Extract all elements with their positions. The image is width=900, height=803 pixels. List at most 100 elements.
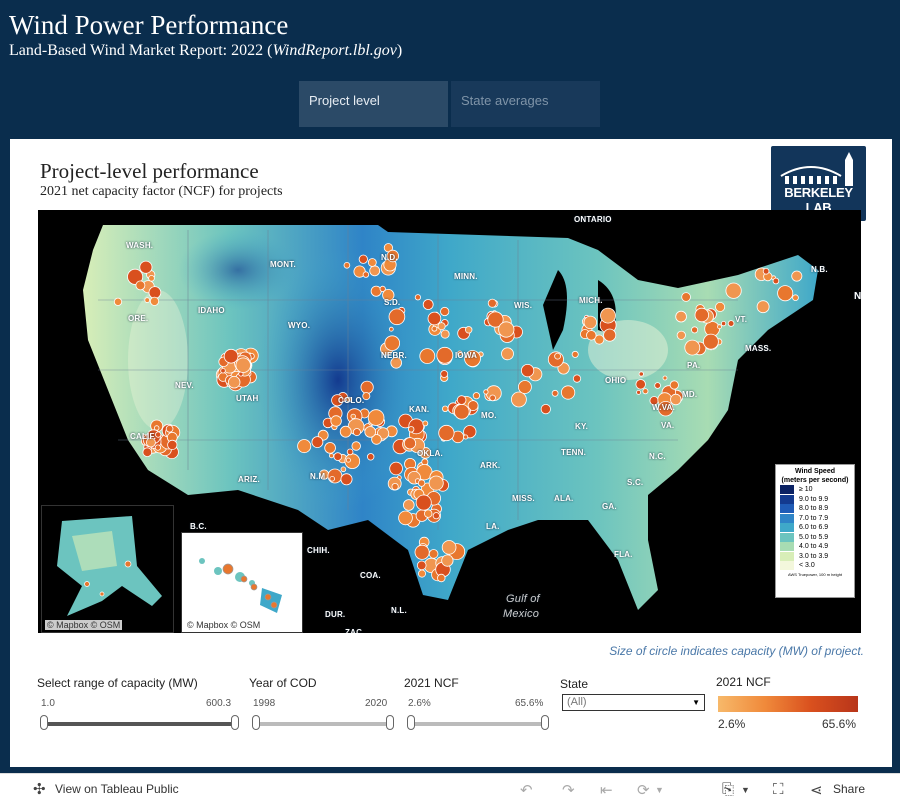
fullscreen-icon[interactable]: ⛶ xyxy=(773,781,784,798)
project-circle[interactable] xyxy=(441,540,457,555)
project-circle[interactable] xyxy=(384,335,401,351)
project-circle[interactable] xyxy=(520,364,535,378)
berkeley-lab-logo[interactable]: BERKELEY LAB xyxy=(771,146,866,221)
project-circle[interactable] xyxy=(331,394,344,407)
project-circle[interactable] xyxy=(328,453,334,459)
project-circle[interactable] xyxy=(391,482,399,491)
project-circle[interactable] xyxy=(489,394,496,402)
project-circle[interactable] xyxy=(390,357,403,369)
project-circle[interactable] xyxy=(642,388,649,395)
project-circle[interactable] xyxy=(311,436,324,449)
project-circle[interactable] xyxy=(583,315,598,330)
project-circle[interactable] xyxy=(638,371,644,377)
project-circle[interactable] xyxy=(762,267,770,275)
project-circle[interactable] xyxy=(154,444,162,451)
project-circle[interactable] xyxy=(367,409,385,426)
project-circle[interactable] xyxy=(139,260,153,274)
download-dropdown-icon[interactable]: ▼ xyxy=(741,785,750,795)
hawaii-inset[interactable]: © Mapbox © OSM xyxy=(181,532,303,633)
project-circle[interactable] xyxy=(167,439,178,450)
project-circle[interactable] xyxy=(560,385,576,400)
project-circle[interactable] xyxy=(340,466,347,473)
project-circle[interactable] xyxy=(422,420,429,427)
project-circle[interactable] xyxy=(227,375,241,389)
ncf-slider-track[interactable] xyxy=(411,722,547,726)
project-circle[interactable] xyxy=(487,298,497,308)
project-circle[interactable] xyxy=(431,325,438,332)
project-circle[interactable] xyxy=(428,475,444,491)
project-circle[interactable] xyxy=(415,494,432,511)
project-circle[interactable] xyxy=(436,346,454,364)
report-link[interactable]: WindReport.lbl.gov xyxy=(272,42,397,59)
project-circle[interactable] xyxy=(339,425,352,438)
project-circle[interactable] xyxy=(148,275,155,282)
project-circle[interactable] xyxy=(658,400,674,417)
project-circle[interactable] xyxy=(540,404,551,415)
project-circle[interactable] xyxy=(297,439,312,454)
share-button[interactable]: Share xyxy=(833,782,866,796)
project-circle[interactable] xyxy=(358,254,368,264)
project-circle[interactable] xyxy=(165,425,174,433)
project-circle[interactable] xyxy=(379,285,386,293)
project-circle[interactable] xyxy=(675,310,687,323)
capacity-slider-track[interactable] xyxy=(44,722,238,726)
project-circle[interactable] xyxy=(670,393,682,406)
project-circle[interactable] xyxy=(351,441,361,451)
project-circle[interactable] xyxy=(367,258,377,267)
project-circle[interactable] xyxy=(345,457,351,463)
project-circle[interactable] xyxy=(442,405,449,412)
project-circle[interactable] xyxy=(554,352,561,360)
project-circle[interactable] xyxy=(386,249,400,263)
project-circle[interactable] xyxy=(144,297,150,303)
project-circle[interactable] xyxy=(662,375,668,381)
project-circle[interactable] xyxy=(717,324,722,330)
alaska-inset[interactable]: © Mapbox © OSM xyxy=(41,505,174,633)
project-circle[interactable] xyxy=(414,294,421,301)
project-circle[interactable] xyxy=(791,270,803,282)
share-icon[interactable]: ⋖ xyxy=(810,782,823,799)
project-circle[interactable] xyxy=(362,392,371,401)
project-circle[interactable] xyxy=(148,286,162,299)
state-dropdown[interactable]: (All) ▼ xyxy=(562,694,705,711)
project-circles[interactable] xyxy=(38,210,861,633)
project-circle[interactable] xyxy=(235,357,251,373)
project-circle[interactable] xyxy=(586,330,597,341)
project-circle[interactable] xyxy=(220,367,226,374)
project-circle[interactable] xyxy=(369,265,381,277)
project-circle[interactable] xyxy=(456,395,467,405)
project-circle[interactable] xyxy=(603,328,617,342)
project-circle[interactable] xyxy=(422,299,434,310)
cod-slider-track[interactable] xyxy=(256,722,392,726)
project-circle[interactable] xyxy=(456,350,463,357)
project-circle[interactable] xyxy=(346,448,354,456)
project-circle[interactable] xyxy=(142,447,153,458)
project-circle[interactable] xyxy=(417,569,426,578)
project-circle[interactable] xyxy=(756,300,770,314)
alaska-attribution[interactable]: © Mapbox © OSM xyxy=(45,620,123,630)
hawaii-attribution[interactable]: © Mapbox © OSM xyxy=(185,620,263,630)
project-circle[interactable] xyxy=(635,379,646,390)
project-circle[interactable] xyxy=(364,426,377,438)
project-circle[interactable] xyxy=(416,560,427,571)
tab-state-averages[interactable]: State averages xyxy=(451,81,600,127)
undo-icon[interactable]: ↶ xyxy=(520,782,533,799)
view-on-tableau-link[interactable]: View on Tableau Public xyxy=(55,782,179,796)
project-circle[interactable] xyxy=(424,509,433,518)
project-circle[interactable] xyxy=(417,479,426,487)
project-circle[interactable] xyxy=(487,311,504,328)
project-circle[interactable] xyxy=(113,297,123,306)
project-circle[interactable] xyxy=(408,426,415,433)
project-circle[interactable] xyxy=(223,348,239,364)
project-circle[interactable] xyxy=(367,453,375,461)
project-circle[interactable] xyxy=(669,380,679,390)
cod-min-handle[interactable] xyxy=(252,715,260,730)
project-circle[interactable] xyxy=(463,434,469,440)
project-circle[interactable] xyxy=(467,400,479,412)
project-circle[interactable] xyxy=(346,396,352,403)
project-circle[interactable] xyxy=(388,308,406,326)
project-circle[interactable] xyxy=(720,321,727,327)
project-circle[interactable] xyxy=(437,322,446,331)
project-circle[interactable] xyxy=(464,350,481,367)
project-circle[interactable] xyxy=(594,334,605,345)
project-circle[interactable] xyxy=(571,350,579,358)
